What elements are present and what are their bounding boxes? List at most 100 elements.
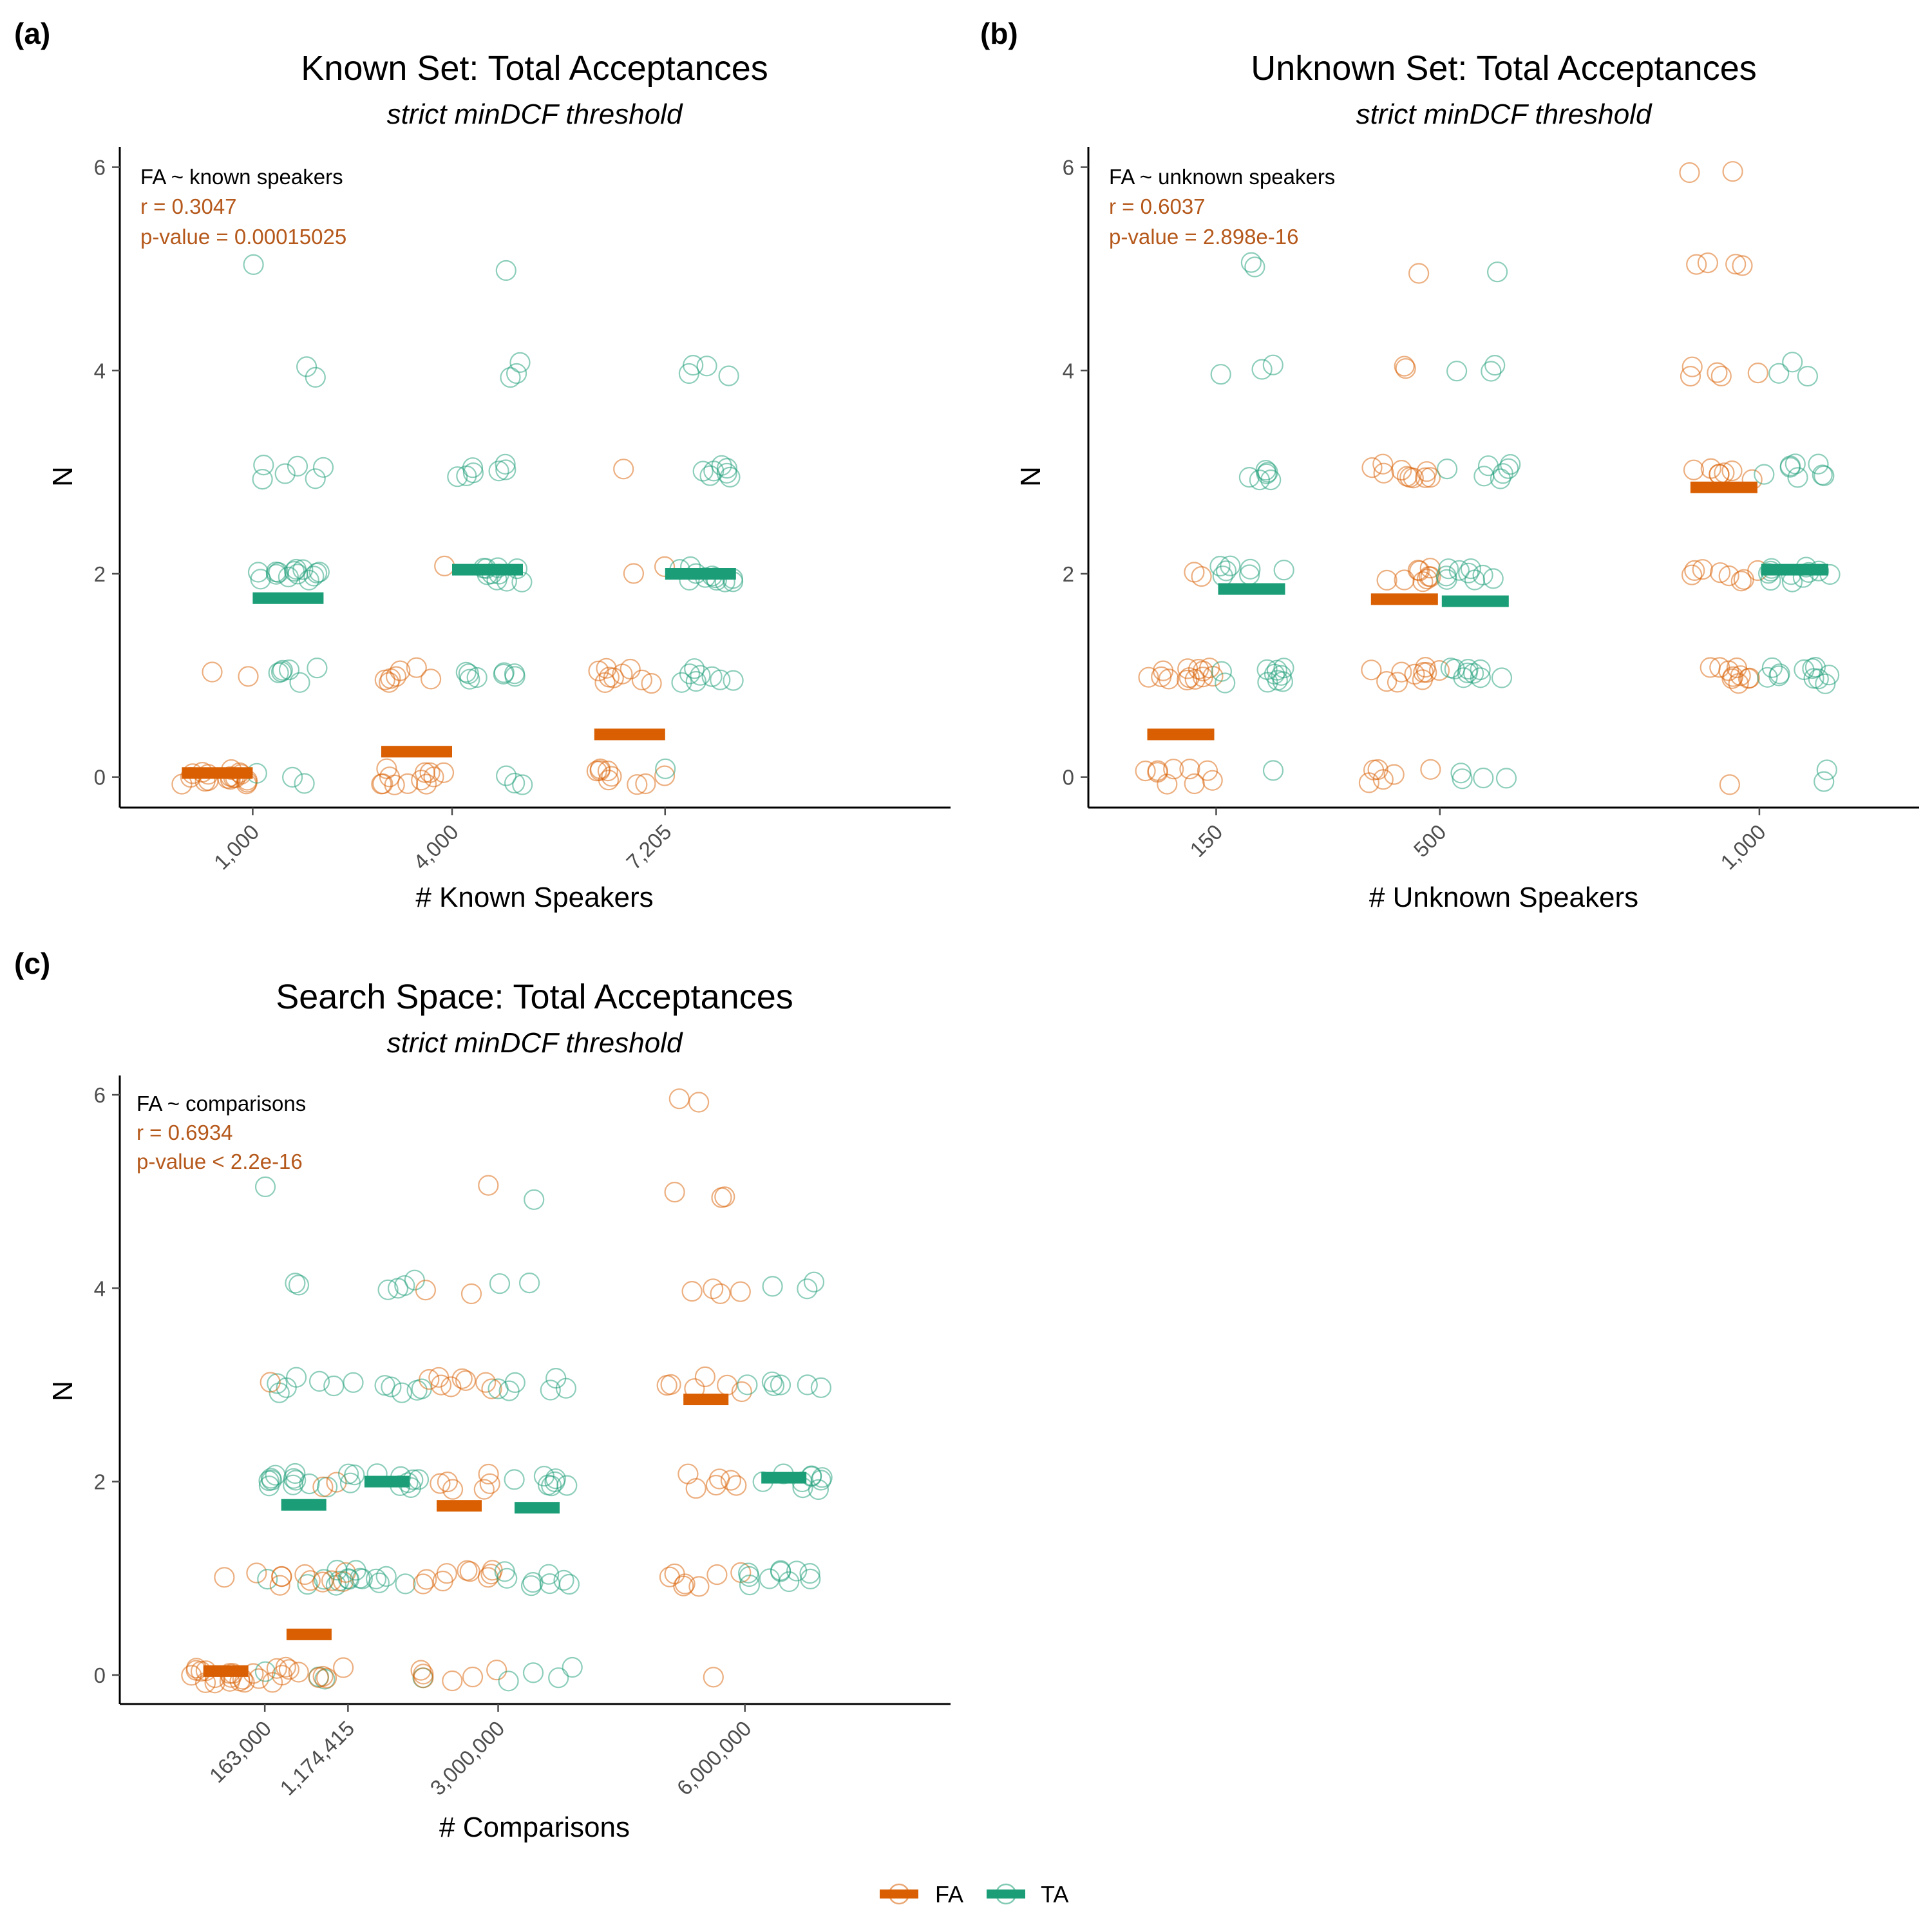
panel-c-fa-point	[451, 1368, 473, 1389]
panel-b-fa-point	[1692, 559, 1713, 580]
panel-b-fa-point	[1679, 162, 1700, 184]
panel-b-fa-mean-bar	[1690, 481, 1757, 493]
panel-c-ta-point	[323, 1375, 345, 1397]
panel-b-ta-point	[1808, 453, 1829, 475]
panel-a-ta-point	[447, 466, 468, 488]
panel-c-fa-point	[731, 1381, 752, 1403]
panel-b-fa-point	[1733, 569, 1754, 590]
panel-b-title: Unknown Set: Total Acceptances	[1251, 49, 1756, 88]
panel-c-ta-point	[797, 1374, 818, 1396]
panel-c-fa-point	[299, 1570, 321, 1591]
panel-a-subtitle: strict minDCF threshold	[387, 99, 683, 130]
panel-a-ta-point	[312, 457, 334, 478]
panel-a-ta-point	[292, 559, 314, 580]
panel-b-ta-mean-bar	[1761, 564, 1828, 576]
panel-b-fa-point	[1747, 362, 1768, 384]
panel-c-ta-point	[489, 1273, 511, 1294]
panel-c-fa-point	[656, 1375, 677, 1396]
panel-a-annotation-formula: FA ~ known speakers	[140, 165, 343, 189]
panel-c-ta-point	[285, 1273, 306, 1294]
panel-b-ta-point	[1482, 568, 1504, 589]
panel-c-ta-point	[522, 1662, 544, 1683]
panel-a-ta-point	[696, 355, 717, 377]
panel-c-fa-point	[326, 1472, 347, 1493]
panel-a-y-axis-title: N	[47, 466, 79, 487]
panel-b-fa-point	[1179, 758, 1200, 780]
panel-c-ta-point	[545, 1368, 567, 1389]
panel-b-ta-point	[1262, 354, 1283, 375]
panel-b-fa-point	[1419, 467, 1441, 488]
panel-b-ta-point	[1262, 760, 1284, 781]
panel-b-fa-point	[1361, 457, 1383, 478]
panel-c-fa-point	[462, 1666, 484, 1688]
panel-b-ta-point	[1463, 663, 1484, 684]
panel-c-fa-point	[478, 1463, 499, 1485]
panel-c-fa-point	[332, 1657, 354, 1678]
panel-b-fa-point	[1739, 667, 1760, 688]
panel-c-ta-point	[762, 1276, 783, 1297]
panel-c-ta-mean-bar	[364, 1475, 410, 1488]
panel-c-fa-point	[730, 1281, 751, 1302]
legend-label-ta: TA	[1041, 1881, 1068, 1908]
panel-c-fa-point	[720, 1470, 742, 1491]
panel-a-ta-point	[509, 352, 531, 374]
panel-a-ta-point	[500, 366, 521, 388]
panel-c-fa-point	[479, 1473, 500, 1494]
panel-c-ta-point	[276, 1377, 297, 1398]
panel-c-fa-point	[412, 1573, 434, 1595]
panel-b-fa-point	[1361, 659, 1382, 681]
panel-b-fa-point	[1721, 460, 1743, 482]
panel-c-fa-point	[312, 1665, 334, 1687]
panel-a-ta-point	[455, 661, 477, 683]
panel-b-ta-point	[1757, 667, 1778, 688]
panel-b-fa-point	[1391, 459, 1412, 481]
panel-b-fa-point	[1726, 657, 1747, 679]
panel-c-ta-point	[797, 1278, 818, 1300]
panel-a-ta-point	[699, 465, 721, 486]
panel-c-ta-point	[558, 1573, 580, 1595]
panel-b-x-tick-label: 150	[1185, 820, 1227, 862]
panel-c-ta-mean-bar	[761, 1472, 807, 1484]
panel-c-fa-mean-bar	[286, 1628, 332, 1640]
panel-a-fa-point	[384, 774, 405, 795]
panel-a-ta-point	[278, 566, 299, 588]
panel-a-fa-point	[411, 770, 432, 791]
panel-b-fa-point	[1709, 657, 1730, 678]
panel-a-ta-mean-bar	[665, 568, 736, 580]
panel-c-fa-mean-bar	[437, 1500, 482, 1512]
panel-b-ta-point	[1794, 659, 1815, 681]
panel-c-fa-point	[703, 1278, 724, 1300]
panel-c-ta-point	[810, 1377, 832, 1398]
panel-b-x-tick-label: 500	[1409, 820, 1451, 862]
panel-a-ta-point	[456, 465, 477, 487]
panel-b-ta-point	[1240, 252, 1262, 273]
panel-b-fa-point	[1157, 773, 1178, 795]
panel-c-ta-point	[375, 1566, 397, 1587]
panel-a-ta-point	[303, 565, 325, 587]
panel-a-ta-point	[272, 659, 293, 681]
panel-c-ta-point	[556, 1475, 578, 1496]
panel-b-ta-point	[1251, 359, 1273, 380]
panel-c-ta-point	[288, 1274, 310, 1296]
panel-c-ta-point	[343, 1372, 364, 1393]
panel-c-fa-point	[677, 1463, 699, 1484]
panel-c-fa-point	[410, 1660, 431, 1681]
panel-c-fa-point	[430, 1374, 452, 1396]
panel-b-fa-point	[1179, 667, 1200, 688]
panel-c-fa-point	[705, 1475, 727, 1496]
panel-c-ta-point	[737, 1374, 758, 1396]
panel-c-ta-point	[381, 1376, 402, 1397]
panel-c-y-axis-title: N	[47, 1381, 79, 1401]
panel-b-fa-mean-bar	[1147, 728, 1215, 741]
panel-b-ta-point	[1816, 759, 1837, 781]
panel-c-ta-point	[368, 1572, 390, 1593]
legend-item-ta: TA	[987, 1881, 1068, 1908]
panel-b-ta-point	[1256, 659, 1278, 680]
panel-c-fa-point	[660, 1374, 681, 1395]
panel-a-ta-point	[723, 670, 744, 691]
panel-b-y-tick-label: 6	[1063, 156, 1074, 180]
panel-c-ta-point	[540, 1379, 561, 1401]
panel-b-fa-point	[1372, 769, 1394, 790]
panel-b-fa-point	[1415, 467, 1436, 488]
panel-c-fa-point	[278, 1659, 299, 1680]
